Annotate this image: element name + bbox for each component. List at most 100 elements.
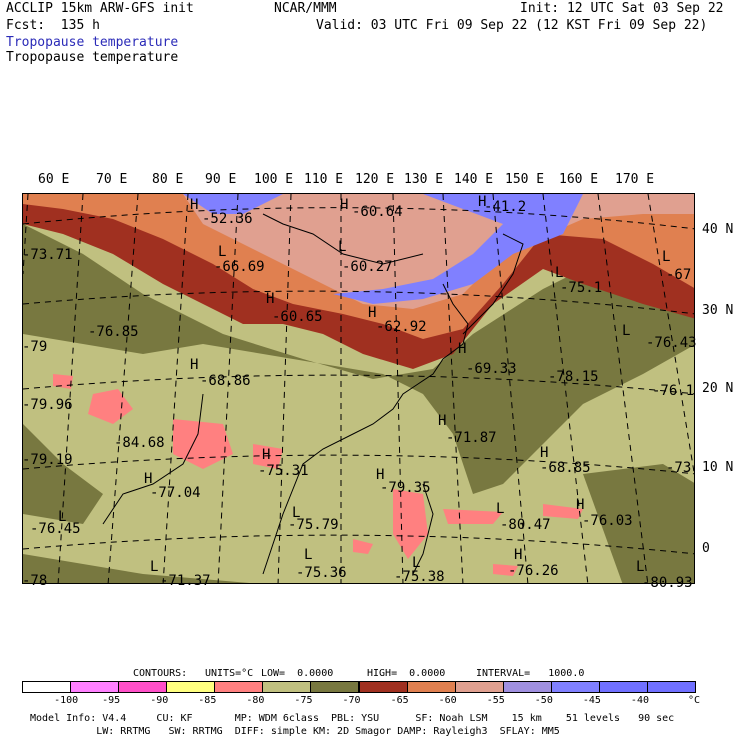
hl-marker: H bbox=[576, 497, 585, 513]
model-info-line: Model Info: V4.4 CU: KF MP: WDM 6class P… bbox=[30, 713, 675, 724]
hl-value: -68.86 bbox=[200, 373, 251, 389]
hl-marker: L bbox=[58, 509, 67, 525]
hl-value: -66.69 bbox=[214, 259, 265, 275]
lat-label: 40 N bbox=[702, 222, 734, 237]
hl-value: -71.37 bbox=[160, 573, 211, 589]
coastlines bbox=[102, 213, 524, 575]
hl-value: -71.87 bbox=[446, 430, 497, 446]
legend-swatch bbox=[406, 681, 456, 693]
temperature-band-70 bbox=[23, 424, 103, 524]
hl-value: -79.19 bbox=[22, 452, 73, 468]
hl-value: -76.43 bbox=[646, 335, 697, 351]
legend-tick: -40 bbox=[630, 695, 649, 706]
hl-marker: L bbox=[218, 244, 227, 260]
temperature-band-70 bbox=[583, 464, 694, 583]
hl-marker: H bbox=[438, 413, 447, 429]
legend-tick: -95 bbox=[102, 695, 121, 706]
hl-value: -76.26 bbox=[508, 563, 559, 579]
hl-value: -80.93 bbox=[642, 575, 693, 591]
temperature-band-45 bbox=[183, 194, 283, 214]
hl-value: -79.35 bbox=[380, 480, 431, 496]
hl-marker: H bbox=[190, 197, 199, 213]
temperature-band-70 bbox=[23, 224, 694, 494]
hl-marker: L bbox=[338, 239, 347, 255]
hl-marker: L bbox=[150, 559, 159, 575]
temperature-band-80 bbox=[53, 374, 583, 576]
hl-value: -75.31 bbox=[258, 463, 309, 479]
legend-swatch bbox=[118, 681, 168, 693]
hl-marker: H bbox=[368, 305, 377, 321]
hl-value: -73 bbox=[666, 460, 692, 476]
lon-label: 60 E bbox=[38, 172, 70, 187]
temperature-band-45 bbox=[333, 194, 583, 304]
hl-value: -41.2 bbox=[484, 199, 527, 215]
hl-value: -75.79 bbox=[288, 517, 339, 533]
hl-marker: L bbox=[292, 505, 301, 521]
forecast-hour: Fcst: 135 h bbox=[6, 18, 100, 33]
hl-marker: L bbox=[412, 555, 421, 571]
low-label: LOW= 0.0000 bbox=[261, 668, 334, 679]
legend-tick: -90 bbox=[150, 695, 169, 706]
legend-swatch bbox=[646, 681, 696, 693]
legend-unit: °C bbox=[688, 695, 701, 706]
hl-marker: H bbox=[340, 197, 349, 213]
color-legend bbox=[22, 681, 696, 693]
contour-field-title: Tropopause temperature bbox=[6, 50, 179, 65]
lat-label: 20 N bbox=[702, 381, 734, 396]
legend-tick: -70 bbox=[342, 695, 361, 706]
hl-value: -80.47 bbox=[500, 517, 551, 533]
colored-field-title: Tropopause temperature bbox=[6, 35, 179, 50]
hl-marker: L bbox=[622, 323, 631, 339]
hl-marker: H bbox=[262, 447, 271, 463]
hl-value: -76.85 bbox=[88, 324, 139, 340]
legend-tick: -80 bbox=[246, 695, 265, 706]
hl-value: -60.65 bbox=[272, 309, 323, 325]
valid-time: Valid: 03 UTC Fri 09 Sep 22 (12 KST Fri … bbox=[316, 18, 708, 33]
units-label: UNITS=°C bbox=[205, 668, 254, 679]
hl-value: -76.03 bbox=[582, 513, 633, 529]
hl-value: -60.27 bbox=[342, 259, 393, 275]
hl-value: -78 bbox=[22, 573, 48, 589]
legend-tick: -55 bbox=[486, 695, 505, 706]
lon-label: 170 E bbox=[615, 172, 655, 187]
legend-tick: -75 bbox=[294, 695, 313, 706]
lat-label: 10 N bbox=[702, 460, 734, 475]
hl-value: -78.15 bbox=[548, 369, 599, 385]
legend-tick: -60 bbox=[438, 695, 457, 706]
hl-value: -76.45 bbox=[30, 521, 81, 537]
legend-swatch bbox=[454, 681, 504, 693]
hl-marker: H bbox=[376, 467, 385, 483]
hl-marker: H bbox=[458, 341, 467, 357]
lon-label: 110 E bbox=[304, 172, 344, 187]
hl-value: -76.1 bbox=[652, 383, 695, 399]
hl-marker: L bbox=[496, 501, 505, 517]
interval-label: INTERVAL= 1000.0 bbox=[476, 668, 585, 679]
hl-value: -75.1 bbox=[560, 280, 603, 296]
map-canvas bbox=[23, 194, 694, 583]
hl-marker: H bbox=[190, 357, 199, 373]
legend-swatch bbox=[598, 681, 648, 693]
hl-value: -79 bbox=[22, 339, 48, 355]
legend-swatch bbox=[214, 681, 264, 693]
lon-label: 130 E bbox=[404, 172, 444, 187]
hl-value: -69.33 bbox=[466, 361, 517, 377]
lat-label: 0 bbox=[702, 541, 710, 556]
hl-marker: L bbox=[636, 559, 645, 575]
legend-swatch bbox=[262, 681, 312, 693]
hl-marker: H bbox=[540, 445, 549, 461]
lon-label: 140 E bbox=[454, 172, 494, 187]
hl-value: -67 bbox=[666, 267, 692, 283]
lon-label: 80 E bbox=[152, 172, 184, 187]
hl-value: -68.85 bbox=[540, 460, 591, 476]
high-label: HIGH= 0.0000 bbox=[367, 668, 446, 679]
legend-tick: -85 bbox=[198, 695, 217, 706]
hl-value: -77.04 bbox=[150, 485, 201, 501]
hl-marker: H bbox=[266, 291, 275, 307]
hl-marker: H bbox=[144, 471, 153, 487]
hl-value: -84.68 bbox=[114, 435, 165, 451]
hl-value: -52.36 bbox=[202, 211, 253, 227]
hl-marker: H bbox=[514, 547, 523, 563]
legend-swatch bbox=[70, 681, 120, 693]
legend-swatch bbox=[22, 681, 72, 693]
lon-label: 120 E bbox=[355, 172, 395, 187]
